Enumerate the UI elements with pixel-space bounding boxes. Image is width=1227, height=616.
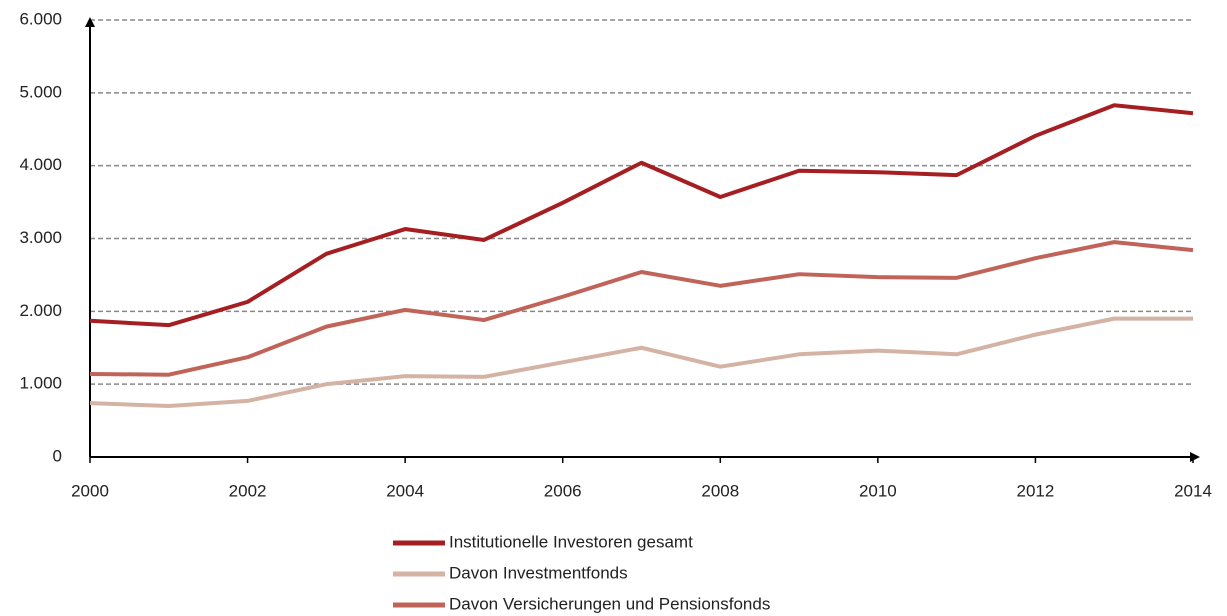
- series-line: [89, 103, 1194, 328]
- series-line: [89, 316, 1193, 409]
- x-tick-label: 2002: [229, 481, 267, 500]
- y-tick-label: 2.000: [19, 301, 62, 320]
- x-tick-label: 2012: [1017, 481, 1055, 500]
- y-tick-label: 1.000: [19, 374, 62, 393]
- y-tick-label: 6.000: [19, 9, 62, 28]
- y-tick-label: 5.000: [19, 82, 62, 101]
- x-tick-label: 2008: [701, 481, 739, 500]
- x-tick-label: 2014: [1174, 481, 1212, 500]
- legend-label: Institutionelle Investoren gesamt: [449, 532, 693, 551]
- x-tick-label: 2000: [71, 481, 109, 500]
- y-tick-label: 0: [53, 446, 62, 465]
- x-tick-label: 2010: [859, 481, 897, 500]
- x-tick-label: 2004: [386, 481, 424, 500]
- y-tick-label: 3.000: [19, 228, 62, 247]
- series-line: [89, 240, 1194, 377]
- x-tick-label: 2006: [544, 481, 582, 500]
- legend-label: Davon Investmentfonds: [449, 563, 628, 582]
- y-tick-label: 4.000: [19, 155, 62, 174]
- legend-label: Davon Versicherungen und Pensionsfonds: [449, 594, 770, 613]
